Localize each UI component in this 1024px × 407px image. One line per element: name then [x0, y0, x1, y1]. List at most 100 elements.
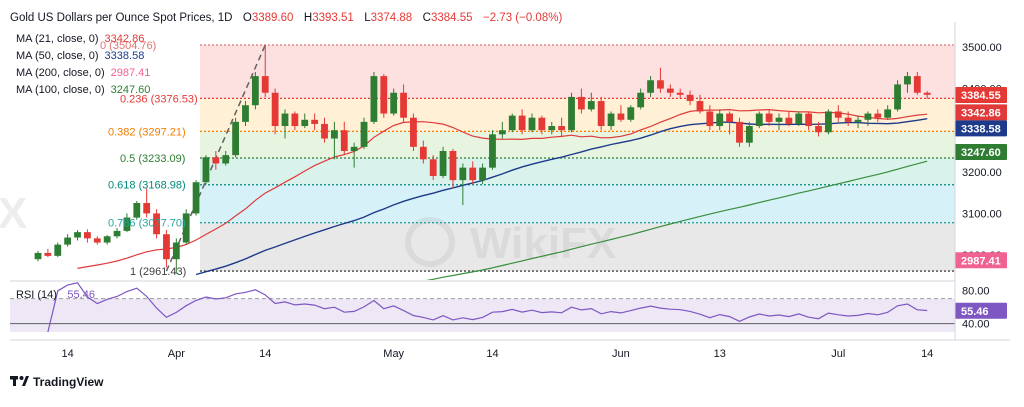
time-tick-label: 14 [259, 348, 271, 360]
time-tick-label: 14 [921, 348, 933, 360]
candle [390, 88, 398, 116]
candle [716, 109, 724, 131]
candle-body [281, 113, 289, 127]
candle-body [291, 113, 299, 127]
candle-body [597, 101, 605, 127]
candle-body [696, 101, 704, 112]
candle-body [706, 111, 714, 127]
candle [74, 230, 81, 241]
ma-legend-label: MA (50, close, 0) [16, 50, 99, 62]
ma-legend-label: MA (21, close, 0) [16, 33, 99, 45]
candle-body [311, 119, 319, 124]
candle [627, 105, 635, 122]
candle-body [538, 117, 546, 131]
price-tag-box [955, 252, 1007, 269]
rsi-legend: RSI (14) 55.46 [16, 285, 95, 302]
candle [607, 111, 615, 131]
fib-label-0.382: 0.382 (3297.21) [108, 126, 186, 138]
candle [281, 109, 289, 139]
fib-label-0.786: 0.786 (3077.70) [108, 218, 186, 230]
candle-body [578, 96, 585, 110]
candle-body [755, 113, 763, 127]
candle-body [133, 203, 141, 218]
candle [153, 209, 160, 239]
candle-body [242, 105, 249, 122]
candle-body [469, 167, 477, 181]
candle [222, 151, 230, 166]
candle-body [410, 117, 417, 147]
price-tag-box [955, 143, 1007, 160]
watermark-partial-text: X [0, 189, 27, 238]
rsi-legend-value: 55.46 [67, 289, 95, 301]
price-tag-label: 3384.55 [961, 90, 1001, 102]
candle-body [251, 76, 259, 106]
candle-body [113, 230, 121, 237]
fib-zone-4 [200, 184, 955, 223]
candle [844, 111, 852, 127]
time-tick-label: Apr [168, 348, 185, 360]
candle [676, 88, 684, 99]
candle [242, 101, 249, 127]
rsi-tick-label: 80.00 [962, 285, 990, 297]
candle-body [419, 146, 427, 160]
price-tag-box [955, 120, 1007, 137]
candle [429, 155, 437, 181]
candle-body [439, 151, 447, 176]
candle [548, 121, 556, 135]
fibonacci-lines [200, 44, 955, 272]
rsi-tick-label: 40.00 [962, 319, 990, 331]
candle-body [380, 76, 388, 114]
candle-body [74, 232, 81, 238]
candle [232, 117, 239, 158]
candle [578, 88, 585, 114]
candle-body [449, 151, 457, 181]
time-axis: 14 Apr 14 May 14 Jun 13 Jul 14 [62, 348, 934, 360]
header-legend-row: Gold US Dollars per Ounce Spot Prices, 1… [10, 8, 562, 25]
candle-body [825, 111, 832, 133]
candle-body [84, 232, 91, 239]
close-label: C [423, 12, 431, 24]
chart-header: Gold US Dollars per Ounce Spot Prices, 1… [10, 8, 562, 25]
time-tick-label: 14 [486, 348, 498, 360]
candle [489, 130, 496, 170]
candle-body [745, 126, 753, 143]
candle-body [400, 92, 407, 118]
candle [251, 71, 259, 110]
candle [331, 121, 338, 160]
candle [202, 155, 210, 185]
candle [825, 109, 832, 135]
candle [686, 90, 694, 106]
candle [894, 80, 901, 112]
candle [834, 105, 842, 122]
candle [64, 234, 72, 247]
open-value: 3389.60 [252, 12, 294, 24]
candle-body [172, 242, 180, 260]
candle [647, 76, 654, 97]
candle-body [528, 117, 536, 131]
candle [745, 121, 753, 147]
candle [815, 121, 822, 137]
candle-body [192, 182, 200, 214]
fibonacci-zones [200, 44, 955, 272]
candle [637, 88, 645, 110]
candle [93, 236, 101, 245]
candle [340, 121, 348, 156]
candle [370, 71, 378, 124]
candle-body [785, 117, 793, 124]
candle [587, 92, 595, 112]
ma-legend-value: 2987.41 [111, 67, 151, 79]
candle [301, 113, 309, 129]
candle [538, 115, 546, 135]
price-tag-box [955, 87, 1007, 104]
candle [123, 213, 131, 233]
low-label: L [364, 12, 371, 24]
candle [419, 140, 427, 164]
candle-body [182, 213, 190, 243]
candle-body [844, 117, 852, 122]
candle [449, 148, 457, 189]
candle [765, 109, 773, 127]
candle-body [815, 126, 822, 133]
candle-body [331, 130, 338, 139]
candle-body [854, 119, 862, 122]
